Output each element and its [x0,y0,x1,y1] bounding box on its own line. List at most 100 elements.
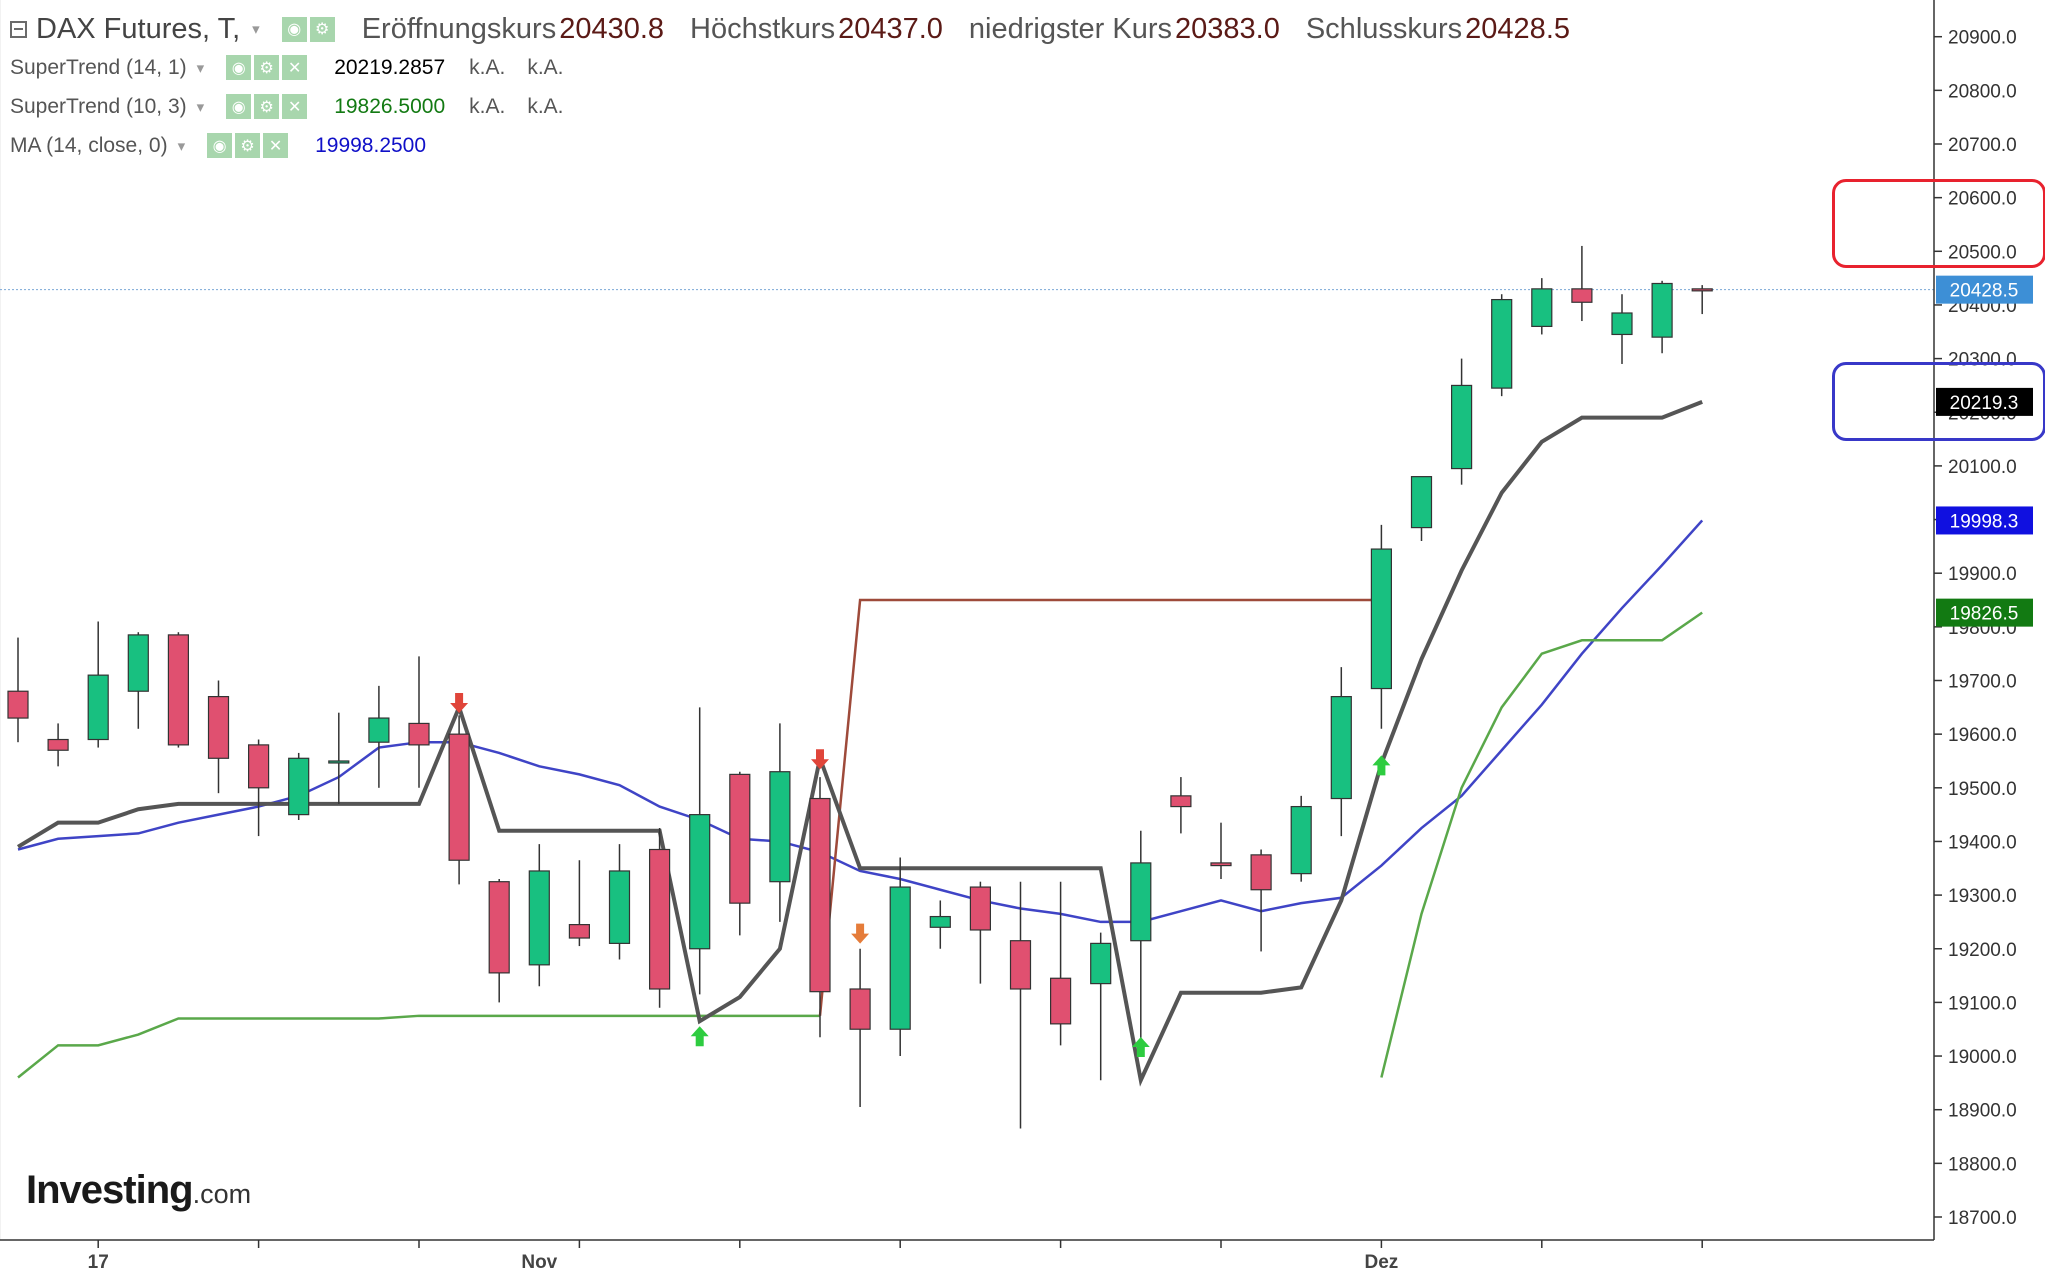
candle [608,844,631,960]
candle-body [1531,288,1553,328]
candle-body [809,797,831,993]
candle [368,685,390,788]
caret-down-icon[interactable]: ▾ [177,137,186,155]
candle [809,777,831,1038]
candle-body [328,760,350,764]
caret-down-icon[interactable]: ▾ [196,98,205,116]
candle-body [1410,476,1433,529]
candle [328,712,350,804]
candle-body [608,870,631,944]
symbol-legend-row: DAX Futures, T, ▾ ◉ ⚙ Eröffnungskurs 204… [10,10,1596,48]
candle-body [849,988,871,1030]
candle [1250,849,1272,952]
price-tag-bg [1936,387,2033,416]
y-tick-label: 19300.0 [1948,886,2017,907]
candle [1410,476,1433,542]
close-icon[interactable]: ✕ [263,133,289,158]
candle [889,857,911,1057]
candle [7,637,29,743]
candle-body [1651,282,1673,338]
y-tick-label: 20700.0 [1948,135,2017,156]
gear-icon[interactable]: ⚙ [254,55,280,80]
candle [1651,280,1673,354]
candle [1090,932,1112,1081]
candle-body [1330,695,1352,800]
indicator-na: k.A. [527,55,564,79]
close-value: 20428.5 [1465,12,1570,45]
candle-body [1210,862,1232,867]
candle [127,632,149,729]
x-tick-label: 17 [88,1252,109,1273]
supertrend-10-3-segment-2 [1380,611,1703,1078]
candle [1531,278,1553,335]
candle [969,881,992,984]
candle-body [127,634,149,692]
candle-body [528,870,550,966]
candle-body [1090,942,1112,985]
candle-body [889,886,911,1030]
supertrend-1-legend-row: SuperTrend (14, 1) ▾ ◉ ⚙ ✕ 20219.2857 k.… [10,48,1596,87]
y-tick-label: 19900.0 [1948,564,2017,585]
candle-body [248,744,270,789]
indicator-name[interactable]: SuperTrend (10, 3) [10,94,187,118]
trend-arrow-up-icon [1372,755,1391,776]
candle [689,707,711,995]
candle-body [47,738,69,751]
x-tick-label: Nov [521,1252,557,1273]
candle [568,860,591,947]
close-icon[interactable]: ✕ [282,94,308,119]
candle-body [1049,977,1072,1025]
candle-body [689,814,711,950]
price-tags: 20428.5 20219.3 19998.3 19826.5 [1936,275,2033,627]
indicator-value: 19826.5000 [334,94,446,118]
candle-body [1370,548,1393,690]
candle [288,752,310,820]
indicator-controls: ◉ ⚙ ✕ [207,133,291,158]
gear-icon[interactable]: ⚙ [309,16,335,42]
candle-body [769,771,791,883]
low-label: niedrigster Kurs [968,12,1173,45]
candle-body [7,690,29,719]
y-tick-label: 19500.0 [1948,779,2017,800]
trend-arrow-down-icon [851,923,870,944]
collapse-icon[interactable] [10,20,27,38]
indicator-controls: ◉ ⚙ ✕ [226,94,310,119]
x-tick-label: Dez [1365,1252,1399,1273]
eye-icon[interactable]: ◉ [226,55,252,80]
candle-body [1170,795,1192,808]
gear-icon[interactable]: ⚙ [235,133,261,158]
close-icon[interactable]: ✕ [282,55,308,80]
eye-icon[interactable]: ◉ [226,94,252,119]
candle-body [1691,288,1713,292]
candle-body [408,722,430,746]
indicator-name[interactable]: SuperTrend (14, 1) [10,55,187,79]
candle [1009,881,1032,1129]
candle [648,828,671,1008]
supertrend-10-3-segment-1 [818,598,1382,1016]
indicator-name[interactable]: MA (14, close, 0) [10,133,168,157]
candle [1049,881,1072,1046]
price-tag-label: 19826.5 [1950,604,2019,625]
red-highlight-box [1832,179,2045,268]
time-axis[interactable]: 17 Nov Dez [0,1239,1934,1277]
open-value: 20430.8 [559,12,665,45]
y-tick-label: 19700.0 [1948,672,2017,693]
candle [849,948,871,1108]
candle [408,656,430,788]
eye-icon[interactable]: ◉ [207,133,233,158]
caret-down-icon[interactable]: ▾ [196,59,205,77]
candle-body [87,674,109,741]
indicator-na: k.A. [469,94,506,118]
caret-down-icon[interactable]: ▾ [252,21,260,38]
y-tick-label: 20500.0 [1948,242,2017,263]
gear-icon[interactable]: ⚙ [254,94,280,119]
y-tick-label: 20600.0 [1948,189,2017,210]
trend-arrow-down-icon [811,749,829,770]
candle [448,715,470,885]
candle [488,879,510,1003]
eye-icon[interactable]: ◉ [281,16,307,42]
trend-signals [450,692,1391,1058]
candle-body [1250,854,1272,891]
trend-arrow-up-icon [1131,1037,1150,1058]
